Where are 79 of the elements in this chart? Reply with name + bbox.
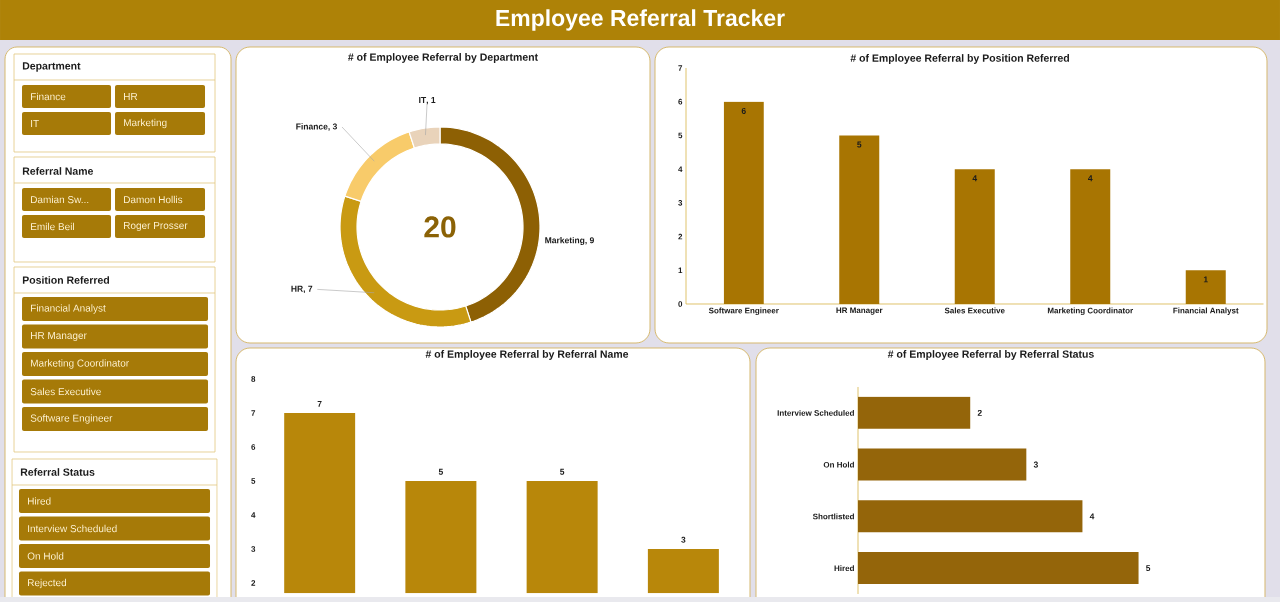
data-label: , 1: [426, 97, 436, 105]
y-tick-label: 7: [678, 65, 683, 71]
text: Referral Name: [22, 167, 94, 175]
y-tick-label: 1: [678, 267, 683, 274]
category-label: Hired: [28, 497, 51, 505]
x-tick-label: Software Engineer: [708, 307, 779, 316]
y-tick-label: 8: [251, 376, 256, 382]
data-label: 4: [1089, 513, 1095, 520]
slice-label: Finance: [296, 123, 328, 130]
category-label: Marketing Coordinator: [31, 359, 129, 369]
category-label: Marketing: [124, 118, 167, 129]
y-tick-label: Interview Scheduled: [777, 409, 854, 416]
y-tick-label: 4: [678, 166, 683, 172]
category-label: Roger Prosser: [124, 222, 188, 231]
category-label: Finance: [31, 92, 66, 101]
data-label: , 3: [328, 123, 337, 131]
data-label: 5: [1146, 565, 1151, 572]
x-tick-label: Marketing Coordinator: [1047, 307, 1134, 316]
y-tick-label: 6: [251, 444, 256, 450]
category-label: On Hold: [27, 552, 64, 560]
y-tick-label: 3: [678, 200, 683, 206]
data-label: 5: [438, 468, 444, 475]
y-tick-label: 2: [251, 580, 256, 586]
data-label: 3: [1033, 461, 1038, 468]
text: Department: [22, 62, 81, 72]
y-tick-label: 2: [678, 233, 683, 240]
y-tick-label: 5: [678, 132, 683, 139]
data-label: 6: [741, 107, 746, 114]
bar: [858, 552, 1139, 585]
data-label: 2: [977, 409, 982, 416]
y-tick-label: Shortlisted: [812, 513, 854, 520]
chart-title: # of Employee Referral by Position Referred: [850, 54, 1070, 64]
bar: [839, 135, 880, 304]
bar: [1070, 169, 1111, 304]
category-label: Damon Hollis: [124, 195, 183, 204]
text: Position Referred: [22, 276, 110, 284]
data-label: 7: [317, 400, 322, 407]
y-tick-label: Hired: [834, 565, 854, 572]
y-tick-label: 4: [251, 512, 256, 518]
x-tick-label: HR Manager: [836, 307, 883, 315]
chart-title: # of Employee Referral by Referral Status: [887, 350, 1094, 360]
chart-title: # of Employee Referral by Referral Name: [425, 350, 629, 360]
category-label: Interview Scheduled: [28, 524, 117, 533]
data-label: 4: [972, 175, 978, 182]
x-tick-label: Sales Executive: [944, 307, 1005, 314]
y-tick-label: 7: [251, 410, 256, 416]
category-label: Software Engineer: [30, 414, 113, 424]
text: 20: [424, 216, 456, 238]
text: Referral Status: [20, 468, 95, 476]
data-label: 4: [1088, 175, 1093, 182]
category-label: Emile Beil: [31, 222, 74, 231]
category-label: Sales Executive: [30, 387, 101, 396]
y-tick-label: 5: [251, 478, 256, 484]
data-label: , 9: [585, 237, 594, 245]
slice-label: HR: [291, 285, 303, 292]
category-label: HR: [124, 93, 138, 100]
category-label: Damian Sw...: [31, 195, 89, 204]
category-label: Rejected: [28, 578, 67, 589]
bar: [858, 448, 1027, 481]
bar: [954, 169, 995, 304]
data-label: 5: [560, 468, 565, 475]
x-tick-label: Financial Analyst: [1173, 307, 1239, 315]
category-label: HR Manager: [31, 332, 87, 341]
y-tick-label: On Hold: [823, 461, 854, 468]
data-label: 5: [857, 141, 862, 148]
bar: [858, 396, 971, 429]
text: Employee Referral Tracker: [496, 9, 785, 31]
bar: [1185, 270, 1226, 304]
data-label: 1: [1203, 276, 1208, 283]
bar: [858, 500, 1083, 533]
category-label: IT: [31, 120, 39, 127]
y-tick-label: 3: [251, 546, 256, 552]
y-tick-label: 0: [678, 301, 683, 307]
bar: [723, 101, 764, 304]
slice-label: IT: [419, 97, 427, 103]
data-label: , 7: [303, 285, 313, 293]
y-tick-label: 6: [678, 98, 683, 105]
slice-label: Marketing: [545, 237, 585, 245]
chart-title: # of Employee Referral by Department: [348, 53, 538, 63]
